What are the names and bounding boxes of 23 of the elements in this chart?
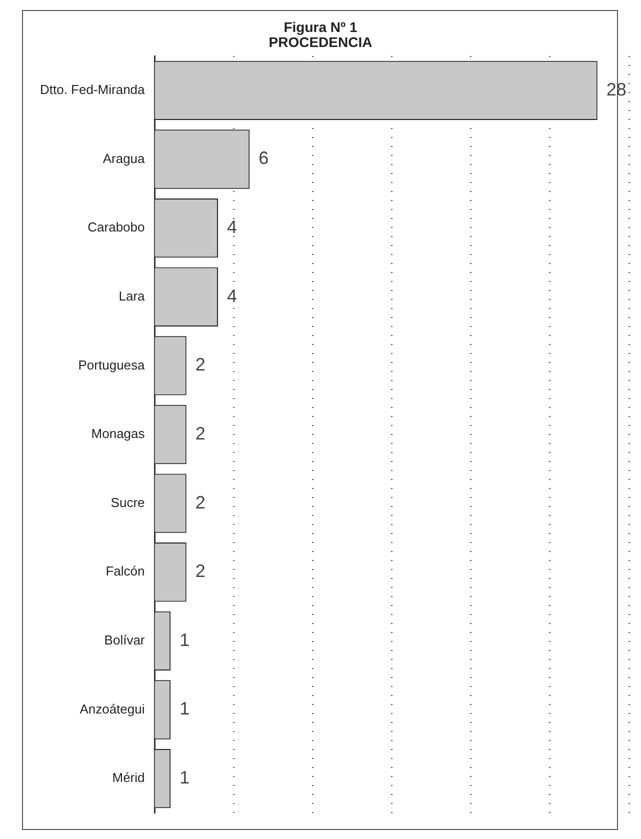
data-label: 2: [195, 492, 206, 512]
data-label: 2: [195, 354, 206, 375]
chart-subtitle: PROCEDENCIA: [268, 34, 374, 50]
y-tick-label: Carabobo: [88, 220, 145, 235]
y-tick-label: Mérid: [112, 770, 145, 786]
y-tick-label: Portuguesa: [78, 357, 146, 372]
data-label: 1: [180, 768, 190, 788]
data-label: 6: [258, 148, 269, 168]
data-label: 2: [195, 423, 206, 444]
data-label: 4: [226, 217, 238, 238]
y-tick-label: Anzoátegui: [80, 701, 145, 716]
y-tick-label: Falcón: [106, 564, 145, 579]
data-label: 2: [195, 561, 206, 582]
data-label: 1: [180, 630, 190, 650]
y-tick-label: Aragua: [102, 150, 146, 166]
y-tick-label: Bolívar: [104, 632, 146, 648]
chart-title: Figura Nº 1: [282, 19, 358, 35]
y-tick-label: Lara: [118, 288, 146, 304]
y-tick-label: Dtto. Fed-Miranda: [40, 82, 146, 97]
y-tick-label: Monagas: [91, 426, 146, 442]
data-label: 4: [226, 286, 238, 306]
data-label: 1: [180, 698, 190, 719]
y-tick-label: Sucre: [110, 494, 145, 510]
